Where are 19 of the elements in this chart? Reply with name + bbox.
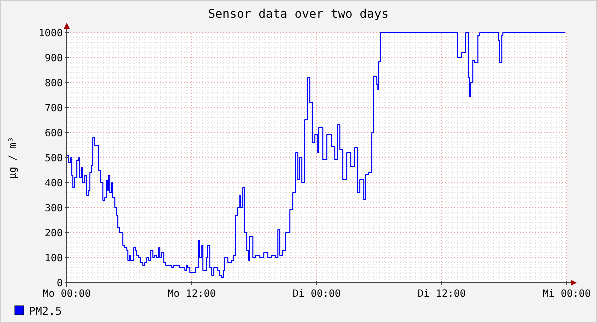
y-tick-label: 1000 (38, 28, 63, 40)
x-tick-label: Di 12:00 (418, 289, 466, 300)
y-tick-label: 0 (56, 278, 63, 290)
x-tick-label: Mi 00:00 (542, 289, 592, 300)
y-tick-label: 700 (44, 104, 63, 114)
chart-title: Sensor data over two days (208, 7, 389, 21)
y-tick-label: 800 (44, 78, 63, 90)
legend-label: PM2.5 (29, 305, 62, 318)
y-tick-label: 500 (44, 154, 63, 164)
x-tick-label: Di 00:00 (292, 289, 342, 300)
x-tick-label: Mo 00:00 (42, 289, 92, 300)
x-tick-label: Mo 12:00 (168, 289, 216, 300)
y-tick-label: 300 (44, 204, 63, 214)
y-axis-title: µg / m³ (8, 136, 19, 180)
y-tick-label: 200 (44, 228, 63, 240)
y-tick-label: 900 (44, 54, 63, 64)
y-tick-label: 600 (44, 128, 63, 140)
y-tick-label: 100 (44, 254, 63, 264)
y-tick-label: 400 (44, 178, 63, 190)
